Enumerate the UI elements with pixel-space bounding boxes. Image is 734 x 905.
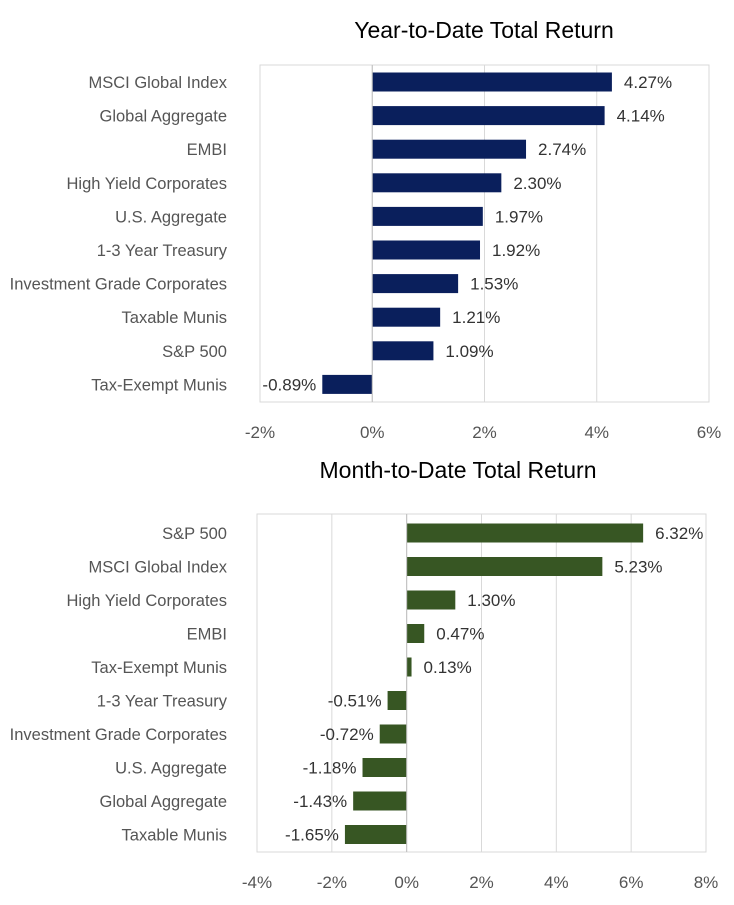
ytd-tick-label: 2% (472, 423, 497, 442)
mtd-category-label: Global Aggregate (99, 793, 227, 811)
ytd-bar (372, 139, 527, 159)
mtd-bar (344, 825, 407, 844)
ytd-category-label: Tax-Exempt Munis (91, 376, 227, 394)
ytd-category-label: MSCI Global Index (89, 74, 228, 92)
mtd-value-label: -0.72% (320, 725, 374, 744)
mtd-bar (406, 624, 425, 643)
ytd-value-label: -0.89% (262, 375, 316, 394)
mtd-bar (406, 590, 456, 610)
mtd-tick-label: 2% (469, 873, 494, 892)
ytd-bar (322, 374, 373, 394)
ytd-bar (372, 72, 612, 92)
ytd-bar (372, 307, 441, 327)
mtd-tick-label: 4% (544, 873, 569, 892)
ytd-category-label: 1-3 Year Treasury (97, 242, 228, 260)
ytd-category-label: Taxable Munis (122, 309, 227, 327)
mtd-value-label: 1.30% (467, 591, 515, 610)
mtd-chart-title: Month-to-Date Total Return (320, 457, 597, 483)
mtd-tick-label: 6% (619, 873, 644, 892)
mtd-category-label: U.S. Aggregate (115, 760, 227, 778)
ytd-value-label: 4.14% (617, 107, 665, 126)
mtd-value-label: 5.23% (614, 558, 662, 577)
ytd-category-label: Investment Grade Corporates (10, 276, 227, 294)
ytd-tick-label: -2% (245, 423, 275, 442)
mtd-bar (406, 657, 412, 677)
ytd-bar (372, 106, 605, 126)
mtd-category-label: Investment Grade Corporates (10, 726, 227, 744)
ytd-category-label: S&P 500 (162, 343, 227, 361)
ytd-tick-label: 6% (697, 423, 722, 442)
mtd-bar (406, 523, 644, 543)
ytd-value-label: 1.97% (495, 207, 543, 226)
mtd-value-label: -1.65% (285, 826, 339, 845)
mtd-category-label: High Yield Corporates (66, 592, 227, 610)
ytd-bar (372, 206, 483, 226)
mtd-value-label: 0.47% (436, 625, 484, 644)
mtd-value-label: 0.13% (424, 658, 472, 677)
mtd-value-label: -0.51% (328, 692, 382, 711)
mtd-tick-label: 8% (694, 873, 719, 892)
ytd-value-label: 1.53% (470, 275, 518, 294)
mtd-tick-label: -4% (242, 873, 272, 892)
mtd-category-label: 1-3 Year Treasury (97, 693, 228, 711)
ytd-category-label: Global Aggregate (99, 108, 227, 126)
mtd-chart: Month-to-Date Total Return -4% -2% 0% 2% 4% 6… (10, 457, 719, 892)
ytd-category-label: High Yield Corporates (66, 175, 227, 193)
mtd-value-label: 6.32% (655, 524, 703, 543)
mtd-category-label: Taxable Munis (122, 827, 227, 845)
ytd-tick-label: 0% (360, 423, 385, 442)
ytd-tick-label: 4% (584, 423, 609, 442)
ytd-value-label: 1.92% (492, 241, 540, 260)
ytd-category-label: U.S. Aggregate (115, 208, 227, 226)
mtd-category-label: S&P 500 (162, 525, 227, 543)
mtd-value-label: -1.18% (303, 759, 357, 778)
mtd-value-label: -1.43% (293, 792, 347, 811)
mtd-category-label: Tax-Exempt Munis (91, 659, 227, 677)
ytd-value-label: 1.09% (445, 342, 493, 361)
ytd-bar (372, 274, 459, 294)
ytd-value-label: 2.74% (538, 140, 586, 159)
ytd-value-label: 1.21% (452, 308, 500, 327)
mtd-bar (362, 758, 407, 777)
ytd-category-label: EMBI (187, 141, 227, 159)
mtd-category-label: MSCI Global Index (89, 559, 228, 577)
mtd-bar (387, 691, 407, 710)
ytd-chart-title: Year-to-Date Total Return (354, 17, 614, 43)
mtd-bar (406, 557, 603, 576)
ytd-chart: Year-to-Date Total Return -2% 0% 2% 4% 6% MSC… (10, 17, 722, 442)
mtd-bar (379, 724, 407, 744)
ytd-value-label: 4.27% (624, 73, 672, 92)
ytd-bar (372, 341, 434, 361)
ytd-value-label: 2.30% (513, 174, 561, 193)
mtd-category-label: EMBI (187, 626, 227, 644)
mtd-tick-label: 0% (394, 873, 419, 892)
mtd-tick-label: -2% (317, 873, 347, 892)
ytd-bar (372, 240, 481, 260)
ytd-bar (372, 173, 502, 193)
mtd-bar (353, 791, 407, 811)
